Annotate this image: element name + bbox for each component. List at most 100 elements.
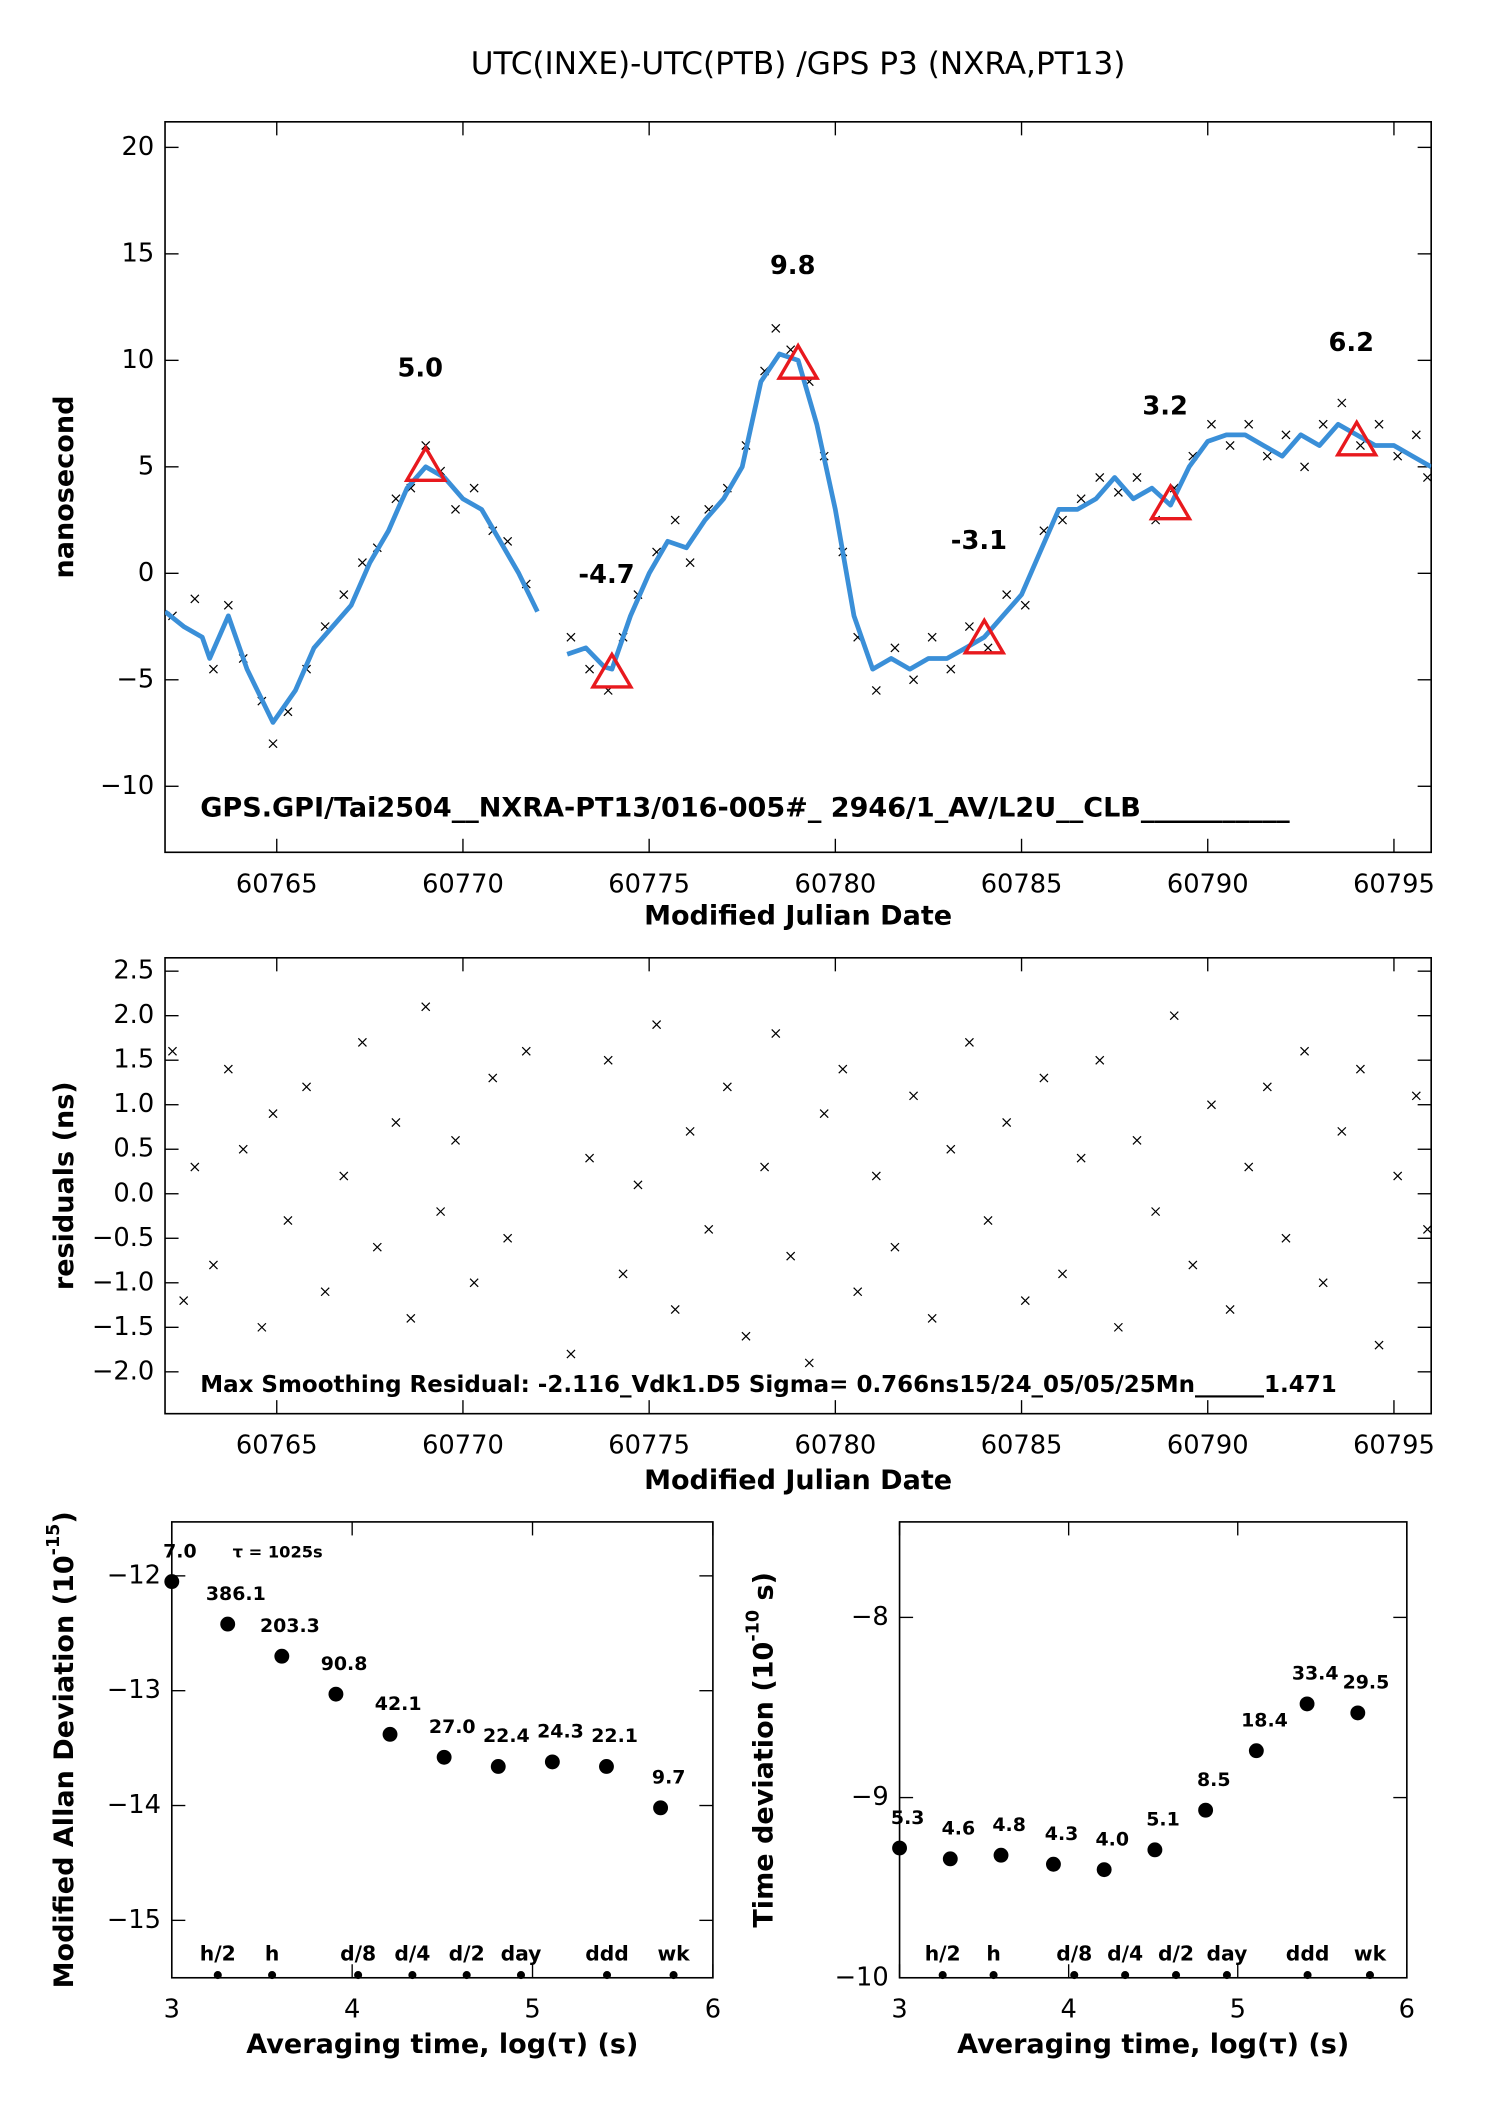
data-point bbox=[1393, 451, 1403, 461]
x-tick-label: 5 bbox=[1230, 1995, 1246, 2025]
time-marker-label: wk bbox=[1354, 1941, 1387, 1965]
data-point bbox=[164, 1574, 180, 1590]
time-marker bbox=[1303, 1971, 1312, 1980]
data-point bbox=[653, 1800, 669, 1816]
data-layer bbox=[167, 1002, 1432, 1368]
data-point bbox=[853, 1287, 863, 1297]
data-point bbox=[451, 504, 460, 514]
data-point bbox=[685, 558, 695, 568]
data-point bbox=[890, 1242, 900, 1252]
data-point bbox=[1095, 472, 1105, 482]
data-point bbox=[722, 1082, 732, 1092]
time-marker bbox=[1222, 1971, 1231, 1980]
point-label: 5.1 bbox=[1146, 1809, 1180, 1831]
data-point bbox=[328, 1686, 344, 1702]
data-point bbox=[633, 1180, 643, 1190]
time-marker bbox=[354, 1971, 363, 1980]
time-marker-label: h bbox=[265, 1941, 279, 1965]
data-point bbox=[670, 515, 680, 525]
time-marker bbox=[462, 1971, 471, 1980]
y-axis-label-exponent: -15 bbox=[44, 1524, 64, 1556]
x-tick-label: 60765 bbox=[236, 869, 318, 899]
data-point bbox=[1113, 487, 1123, 497]
time-marker-label: h/2 bbox=[925, 1941, 961, 1965]
data-point bbox=[190, 594, 200, 604]
smoothed-line bbox=[165, 351, 1432, 725]
data-point bbox=[1318, 1278, 1328, 1288]
data-point bbox=[1422, 472, 1432, 482]
annotation: Max Smoothing Residual: -2.116_Vdk1.D5 S… bbox=[200, 1372, 1336, 1398]
data-point bbox=[469, 483, 479, 493]
data-point bbox=[1355, 1064, 1365, 1074]
point-label: 386.1 bbox=[206, 1583, 266, 1605]
data-point bbox=[964, 622, 974, 632]
x-tick-label: 60790 bbox=[1167, 1431, 1249, 1461]
data-point bbox=[1076, 494, 1086, 504]
data-point bbox=[1248, 1743, 1264, 1759]
y-tick-label: 0 bbox=[138, 558, 154, 588]
data-point bbox=[1045, 1856, 1061, 1872]
data-point bbox=[786, 1251, 796, 1261]
data-point bbox=[946, 1144, 956, 1154]
x-tick-label: 60790 bbox=[1167, 869, 1249, 899]
data-point bbox=[257, 1322, 267, 1332]
data-point bbox=[436, 1207, 446, 1217]
plot-frame bbox=[898, 1521, 1408, 1979]
peak-marker bbox=[776, 342, 820, 380]
data-point bbox=[488, 1073, 498, 1083]
point-label: 18.4 bbox=[1241, 1709, 1288, 1731]
data-point bbox=[585, 1153, 595, 1163]
peak-marker bbox=[1334, 418, 1379, 457]
y-axis-label-end: ) bbox=[48, 1511, 79, 1523]
data-point bbox=[1225, 1305, 1235, 1314]
point-label: 27.0 bbox=[429, 1716, 476, 1738]
data-point bbox=[771, 323, 781, 333]
data-point bbox=[1076, 1153, 1086, 1163]
plot-frame bbox=[164, 121, 1432, 854]
y-axis-label-exponent: -10 bbox=[743, 1610, 763, 1642]
y-tick-label: −14 bbox=[107, 1790, 161, 1820]
data-point bbox=[1337, 1126, 1347, 1136]
data-point bbox=[302, 1082, 312, 1092]
point-label: 90.8 bbox=[321, 1653, 368, 1675]
y-tick-label: −1.0 bbox=[92, 1267, 154, 1297]
point-label: 33.4 bbox=[1292, 1663, 1339, 1685]
point-label: 4.8 bbox=[992, 1814, 1026, 1836]
peak-marker bbox=[403, 444, 448, 483]
y-axis-label-text: residuals (ns) bbox=[48, 1081, 79, 1290]
data-point bbox=[451, 1135, 460, 1145]
data-point bbox=[892, 1840, 908, 1856]
chart-title: UTC(INXE)-UTC(PTB) /GPS P3 (NXRA,PT13) bbox=[471, 46, 1126, 82]
data-point bbox=[503, 536, 513, 546]
y-tick-label: −10 bbox=[100, 771, 154, 801]
x-tick-label: 60775 bbox=[608, 869, 690, 899]
point-label: 42.1 bbox=[375, 1693, 422, 1715]
data-point bbox=[167, 1046, 177, 1056]
chart-panel: 60765 60770 60775 60780 60785 60790 60795 −10 −5… bbox=[48, 121, 1435, 932]
x-tick-label: 4 bbox=[1060, 1995, 1076, 2025]
data-point bbox=[993, 1847, 1009, 1863]
time-marker-label: d/4 bbox=[394, 1941, 430, 1965]
data-point bbox=[585, 664, 595, 674]
time-marker bbox=[1171, 1971, 1181, 1980]
point-label: 29.5 bbox=[1343, 1672, 1390, 1694]
y-tick-label: 20 bbox=[122, 132, 155, 162]
data-point bbox=[599, 1759, 614, 1774]
data-point bbox=[357, 558, 367, 568]
time-marker-label: day bbox=[501, 1941, 542, 1965]
y-tick-label: −9 bbox=[851, 1782, 889, 1812]
time-marker bbox=[989, 1971, 998, 1980]
peak-marker bbox=[1148, 482, 1193, 521]
time-marker bbox=[602, 1971, 612, 1980]
time-marker-label: day bbox=[1207, 1941, 1248, 1965]
data-point bbox=[819, 1109, 829, 1119]
data-point bbox=[1169, 1011, 1179, 1021]
data-point bbox=[983, 1215, 993, 1225]
time-marker-label: h/2 bbox=[200, 1941, 236, 1965]
data-point bbox=[1113, 1322, 1123, 1332]
time-marker-label: h bbox=[986, 1941, 1000, 1965]
x-tick-label: 60765 bbox=[236, 1431, 318, 1461]
point-label: 4.3 bbox=[1045, 1823, 1079, 1845]
data-point bbox=[223, 1064, 233, 1074]
point-label: 8.5 bbox=[1197, 1769, 1231, 1791]
